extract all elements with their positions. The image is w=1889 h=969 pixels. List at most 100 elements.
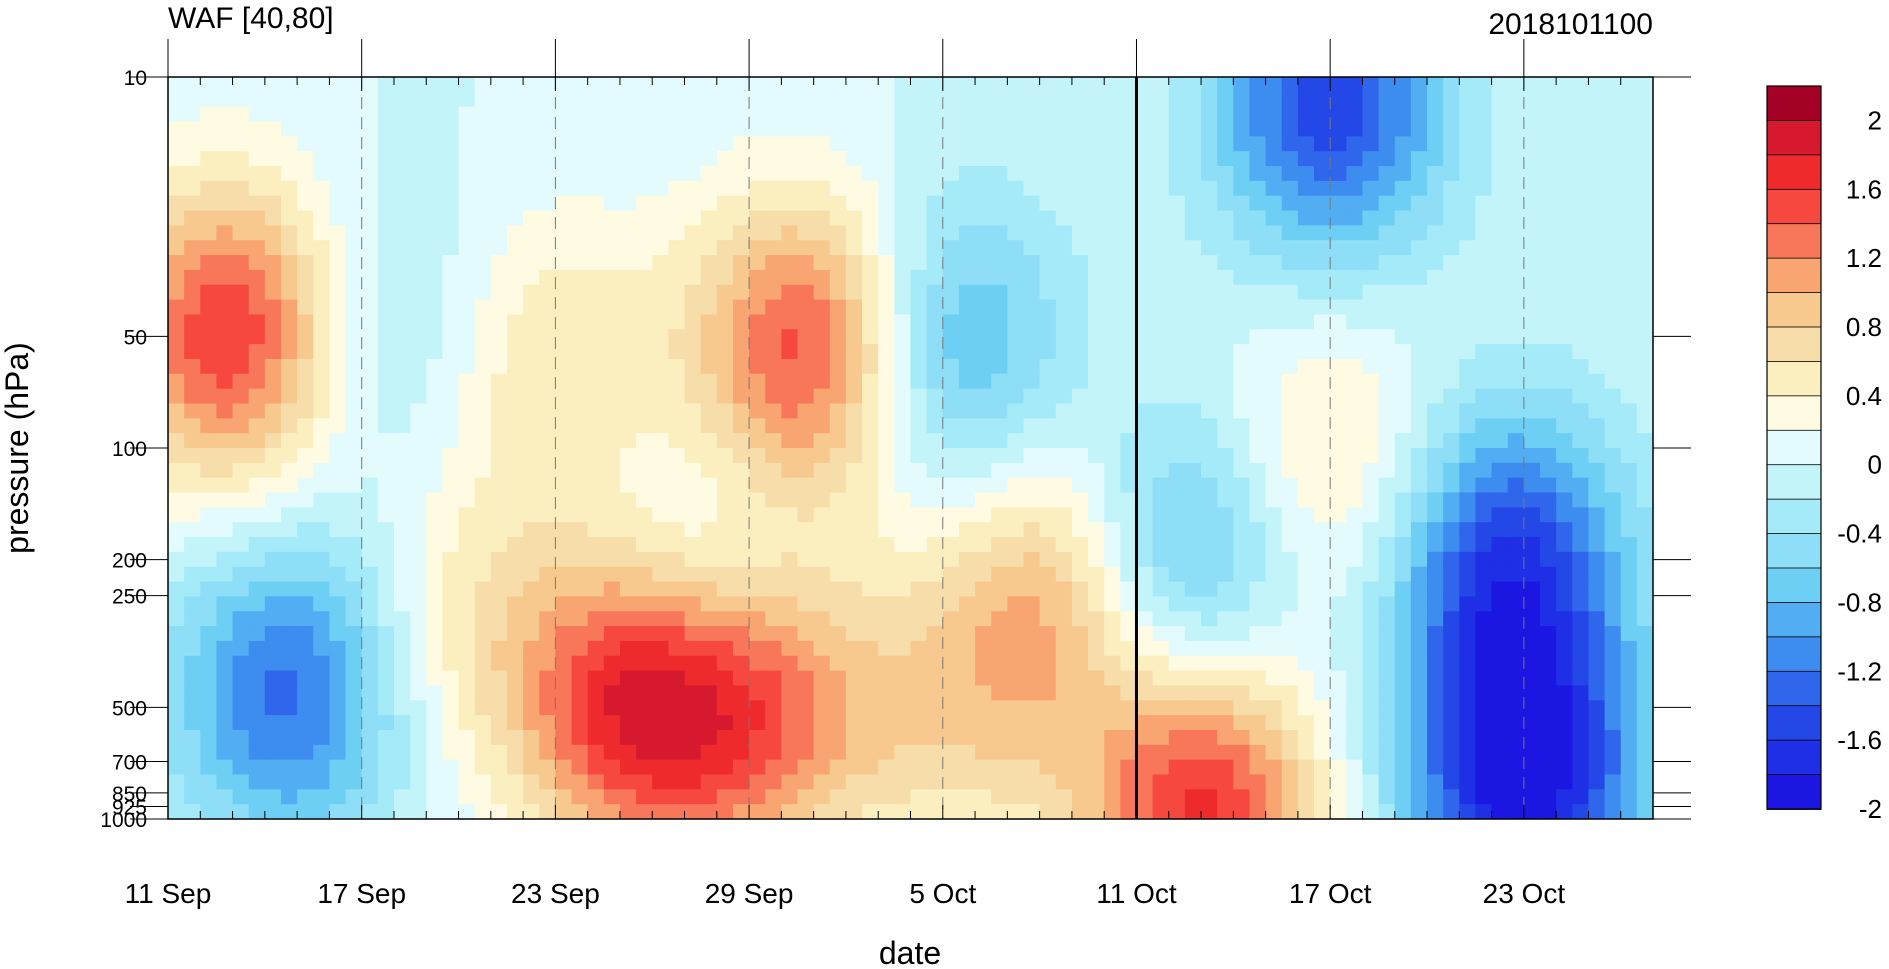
field-cell: [506, 670, 524, 687]
field-cell: [1233, 418, 1251, 434]
field-cell: [506, 180, 524, 197]
field-cell: [1297, 388, 1315, 405]
field-cell: [1249, 551, 1267, 568]
field-cell: [1217, 255, 1234, 271]
field-cell: [1039, 759, 1057, 776]
field-cell: [975, 804, 992, 819]
field-cell: [297, 551, 314, 568]
field-cell: [636, 210, 653, 226]
field-cell: [1297, 551, 1315, 568]
field-cell: [1330, 418, 1347, 434]
field-cell: [1184, 655, 1202, 672]
field-cell: [1427, 91, 1444, 108]
field-cell: [636, 240, 653, 256]
field-cell: [458, 210, 476, 226]
field-cell: [1330, 77, 1347, 93]
field-cell: [668, 373, 686, 390]
field-cell: [1249, 77, 1267, 93]
field-cell: [652, 611, 669, 627]
field-cell: [216, 551, 234, 568]
field-cell: [345, 522, 363, 538]
field-cell: [426, 136, 443, 152]
field-cell: [958, 462, 976, 479]
field-cell: [1184, 225, 1202, 241]
field-cell: [506, 522, 524, 538]
field-cell: [1120, 715, 1138, 731]
field-cell: [1055, 537, 1073, 553]
field-cell: [506, 166, 524, 182]
field-cell: [1475, 195, 1493, 212]
field-cell: [361, 700, 379, 716]
field-cell: [377, 477, 395, 494]
field-cell: [1459, 448, 1477, 464]
field-cell: [652, 789, 669, 805]
field-cell: [1265, 344, 1283, 360]
field-cell: [1007, 255, 1025, 271]
field-cell: [619, 166, 637, 182]
field-cell: [926, 136, 944, 152]
field-cell: [1314, 611, 1331, 627]
field-cell: [1507, 507, 1525, 523]
field-cell: [652, 106, 669, 123]
field-cell: [1055, 685, 1073, 701]
field-cell: [297, 121, 314, 137]
field-cell: [1168, 640, 1186, 657]
field-cell: [1491, 566, 1509, 583]
field-cell: [813, 195, 831, 212]
field-cell: [749, 551, 766, 568]
field-cell: [1378, 106, 1396, 123]
field-cell: [506, 789, 524, 805]
field-cell: [829, 314, 847, 330]
field-cell: [297, 507, 314, 523]
field-cell: [1540, 314, 1557, 330]
field-cell: [603, 403, 621, 419]
colorbar-swatch: [1766, 705, 1822, 742]
field-cell: [1362, 759, 1380, 776]
field-cell: [1201, 329, 1218, 345]
field-cell: [1201, 700, 1218, 716]
field-cell: [1184, 507, 1202, 523]
field-cell: [1297, 715, 1315, 731]
field-cell: [1394, 373, 1412, 390]
field-cell: [1459, 210, 1477, 226]
field-cell: [264, 180, 282, 197]
field-cell: [668, 240, 686, 256]
field-cell: [765, 477, 782, 494]
field-cell: [297, 433, 314, 449]
field-cell: [1620, 166, 1638, 182]
field-cell: [636, 195, 653, 212]
field-cell: [410, 522, 427, 538]
field-cell: [1104, 789, 1121, 805]
field-cell: [571, 136, 589, 152]
field-cell: [490, 358, 508, 375]
field-cell: [442, 670, 460, 687]
field-cell: [603, 358, 621, 375]
field-cell: [426, 299, 443, 316]
field-cell: [991, 403, 1008, 419]
field-cell: [587, 715, 605, 731]
field-cell: [1556, 804, 1573, 819]
field-cell: [1475, 344, 1493, 360]
field-cell: [1410, 477, 1428, 494]
field-cell: [410, 804, 427, 819]
field-cell: [506, 433, 524, 449]
field-cell: [1475, 77, 1493, 93]
field-cell: [603, 566, 621, 583]
field-cell: [878, 121, 895, 137]
field-cell: [474, 804, 492, 819]
field-cell: [1249, 670, 1267, 687]
field-cell: [1572, 344, 1590, 360]
field-cell: [506, 537, 524, 553]
field-cell: [1297, 670, 1315, 687]
field-cell: [1136, 729, 1154, 746]
field-cell: [619, 358, 637, 375]
field-cell: [313, 136, 331, 152]
field-cell: [1604, 166, 1622, 182]
field-cell: [329, 210, 347, 226]
field-cell: [587, 151, 605, 167]
field-cell: [313, 269, 331, 286]
field-cell: [248, 477, 266, 494]
field-cell: [862, 626, 879, 642]
field-cell: [1394, 284, 1412, 301]
field-cell: [442, 255, 460, 271]
